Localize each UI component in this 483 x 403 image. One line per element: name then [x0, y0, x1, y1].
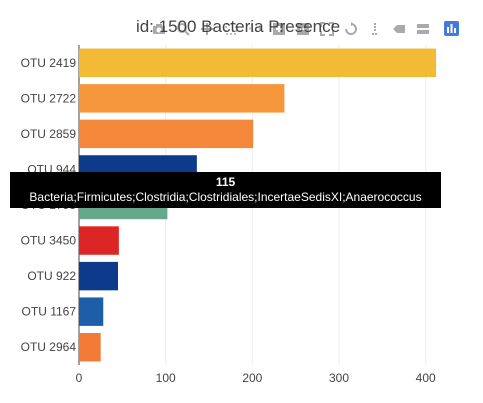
- y-tick-label: OTU 922: [27, 269, 76, 283]
- y-tick-label: OTU 1167: [22, 305, 77, 319]
- y-tick-label: OTU 2419: [21, 56, 77, 70]
- bar-otu-2419[interactable]: [79, 48, 437, 77]
- y-tick-label: OTU 2964: [21, 340, 77, 354]
- modebar: [152, 20, 430, 38]
- camera-icon[interactable]: [152, 22, 166, 36]
- bar-otu-2964[interactable]: [79, 333, 101, 362]
- bar-otu-1167[interactable]: [79, 297, 104, 326]
- y-tick-label: OTU 2722: [21, 91, 77, 105]
- hover-tooltip: 115 Bacteria;Firmicutes;Clostridia;Clost…: [10, 172, 441, 208]
- lasso-icon[interactable]: [248, 22, 262, 36]
- zoom-in-icon[interactable]: [272, 22, 286, 36]
- zoom-out-icon[interactable]: [296, 22, 310, 36]
- pan-icon[interactable]: [200, 22, 214, 36]
- x-tick-label: 0: [76, 371, 83, 385]
- x-axis-labels: 0 100 200 300 400: [76, 371, 436, 385]
- zoom-icon[interactable]: [176, 22, 190, 36]
- bar-otu-2859[interactable]: [79, 119, 254, 149]
- tooltip-value: 115: [215, 175, 236, 189]
- x-tick-label: 200: [242, 371, 262, 385]
- chart-title: id: 1500 Bacteria Presence: [136, 17, 340, 36]
- x-tick-label: 100: [156, 371, 176, 385]
- spike-lines-icon[interactable]: [368, 22, 382, 36]
- plotly-logo-icon[interactable]: [444, 21, 459, 36]
- y-tick-label: OTU 2859: [21, 127, 77, 141]
- x-tick-label: 400: [416, 371, 436, 385]
- y-tick-label: OTU 3450: [21, 234, 77, 248]
- bar-otu-3450[interactable]: [79, 226, 119, 255]
- bar-otu-2722[interactable]: [79, 84, 285, 113]
- bar-otu-922[interactable]: [79, 261, 118, 291]
- box-select-icon[interactable]: [224, 22, 238, 36]
- tooltip-text: Bacteria;Firmicutes;Clostridia;Clostridi…: [29, 190, 422, 204]
- reset-axes-icon[interactable]: [344, 22, 358, 36]
- hover-compare-icon[interactable]: [416, 22, 430, 36]
- x-tick-label: 300: [329, 371, 349, 385]
- autoscale-icon[interactable]: [320, 22, 334, 36]
- hover-closest-icon[interactable]: [392, 22, 406, 36]
